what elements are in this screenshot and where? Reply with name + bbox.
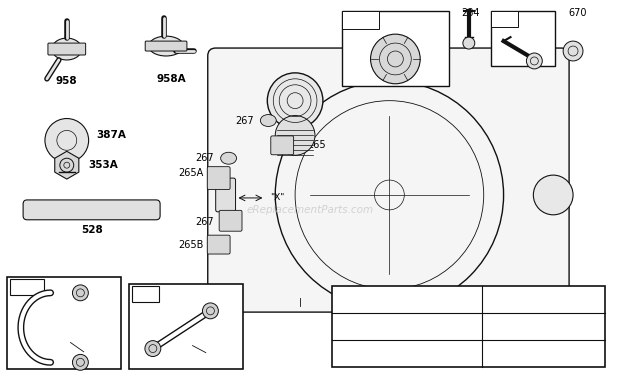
Circle shape (526, 53, 542, 69)
Text: 284: 284 (461, 8, 480, 18)
FancyBboxPatch shape (271, 136, 294, 155)
FancyBboxPatch shape (342, 11, 379, 29)
Circle shape (463, 37, 475, 49)
Text: eReplacementParts.com: eReplacementParts.com (246, 205, 374, 215)
FancyBboxPatch shape (490, 11, 555, 66)
Text: "X": "X" (270, 193, 285, 203)
Text: 387A: 387A (97, 130, 126, 140)
FancyBboxPatch shape (130, 284, 244, 369)
Ellipse shape (52, 38, 82, 60)
Circle shape (73, 355, 88, 370)
FancyBboxPatch shape (132, 286, 159, 302)
Text: COLORS: COLORS (523, 295, 564, 304)
FancyBboxPatch shape (490, 11, 518, 27)
FancyBboxPatch shape (7, 277, 122, 369)
Ellipse shape (149, 36, 184, 56)
Ellipse shape (260, 114, 277, 127)
FancyBboxPatch shape (342, 11, 449, 86)
FancyBboxPatch shape (23, 200, 160, 220)
Text: 188: 188 (495, 14, 514, 24)
Circle shape (275, 116, 315, 155)
Text: 267: 267 (195, 217, 214, 227)
Text: 267: 267 (235, 116, 254, 125)
FancyBboxPatch shape (208, 48, 569, 312)
Text: 958A: 958A (156, 74, 186, 84)
Circle shape (145, 340, 161, 356)
FancyBboxPatch shape (145, 41, 187, 51)
FancyBboxPatch shape (216, 178, 236, 212)
Text: 267: 267 (195, 153, 214, 163)
Circle shape (371, 34, 420, 84)
Circle shape (45, 119, 89, 162)
Text: 187: 187 (135, 289, 154, 299)
Text: 958: 958 (56, 76, 78, 86)
Text: 1 Quart (X=5/16"): 1 Quart (X=5/16") (369, 322, 445, 331)
FancyBboxPatch shape (207, 167, 230, 190)
Text: 972: 972 (351, 15, 371, 25)
Polygon shape (55, 151, 79, 179)
Circle shape (73, 285, 88, 301)
Text: 265A: 265A (179, 168, 204, 178)
Ellipse shape (221, 152, 237, 164)
Text: 601: 601 (87, 353, 110, 363)
Circle shape (267, 73, 323, 128)
Text: 265B: 265B (179, 240, 204, 250)
Circle shape (203, 303, 218, 319)
Text: 601: 601 (210, 353, 231, 364)
FancyBboxPatch shape (207, 235, 230, 254)
Circle shape (533, 175, 573, 215)
Text: 670: 670 (569, 8, 587, 18)
FancyBboxPatch shape (219, 211, 242, 231)
FancyBboxPatch shape (332, 286, 605, 367)
Text: SEE REF. 972: SEE REF. 972 (503, 321, 584, 331)
Text: 1.5 Quart (X=11/16"): 1.5 Quart (X=11/16") (362, 349, 451, 358)
FancyBboxPatch shape (48, 43, 86, 55)
Text: 957: 957 (417, 56, 435, 66)
Text: 187A: 187A (12, 282, 40, 292)
Text: TANK SIZE: TANK SIZE (381, 295, 433, 304)
Text: 528: 528 (81, 225, 102, 235)
Circle shape (563, 41, 583, 61)
FancyBboxPatch shape (10, 279, 44, 295)
Text: 353A: 353A (89, 160, 118, 170)
Text: 265: 265 (307, 140, 326, 150)
